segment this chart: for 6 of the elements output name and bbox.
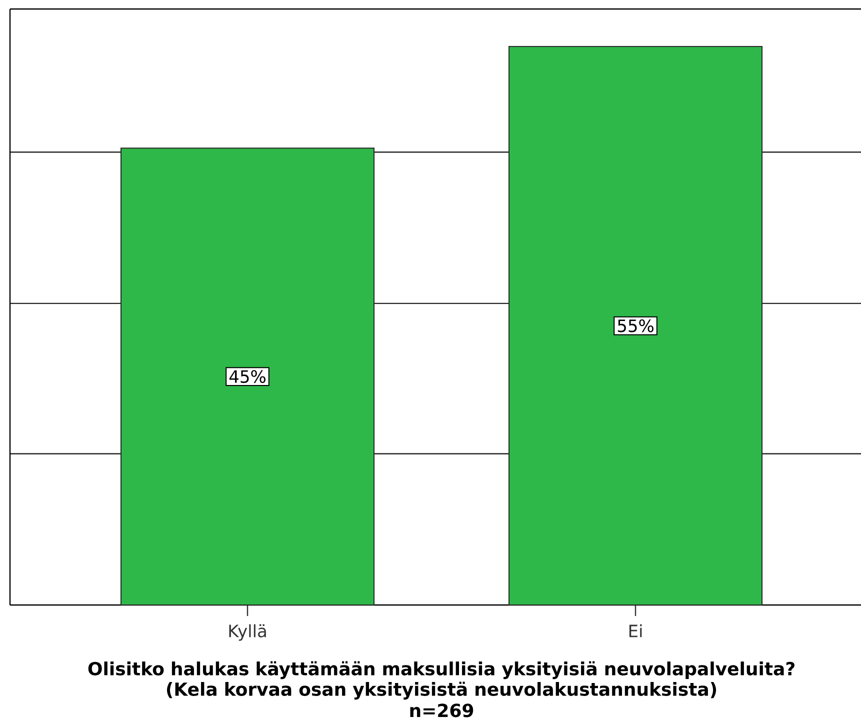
text: n=269 <box>410 704 474 718</box>
x-tick-label: Ei <box>629 624 642 638</box>
data-label: 45% <box>229 370 266 383</box>
x-tick-label: Kyllä <box>229 624 266 641</box>
data-label: 55% <box>618 319 654 332</box>
x-axis-title: Olisitko halukas käyttämään maksullisia yksityisiä neuvolapalveluita? (Kela korvaa osan yksityisistä neuvolakustannuksista) <box>88 661 794 700</box>
